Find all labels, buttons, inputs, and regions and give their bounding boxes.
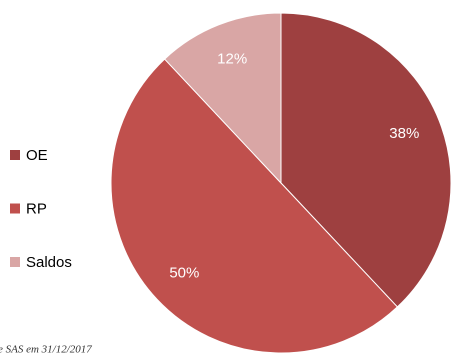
legend-swatch [10,257,20,267]
data-label: 50% [169,265,199,282]
legend-label: RP [26,200,47,217]
legend-label: OE [26,147,48,164]
data-label: 38% [389,125,419,142]
source-note: e SAS em 31/12/2017 [0,344,92,356]
legend-label: Saldos [26,254,72,271]
pie-slice [163,12,282,185]
legend-swatch [10,150,20,160]
legend-swatch [10,203,20,214]
pie-slice [280,12,451,308]
data-label: 12% [217,51,247,68]
pie-slice [110,58,399,354]
